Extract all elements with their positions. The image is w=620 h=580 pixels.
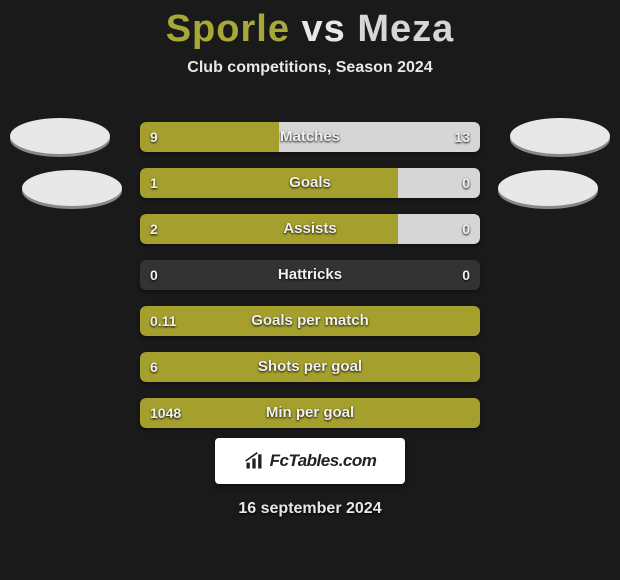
date-text: 16 september 2024 bbox=[0, 500, 620, 518]
stat-bar-left bbox=[140, 214, 398, 244]
stat-bar-left bbox=[140, 122, 279, 152]
player2-badge-1 bbox=[510, 118, 610, 154]
stat-row: 1048Min per goal bbox=[140, 398, 480, 428]
stat-bar-left bbox=[140, 352, 480, 382]
player2-name: Meza bbox=[357, 8, 454, 50]
vs-text: vs bbox=[302, 8, 346, 50]
page-title: Sporle vs Meza bbox=[0, 0, 620, 51]
stat-bar-right bbox=[279, 122, 480, 152]
stat-bar-right bbox=[398, 168, 480, 198]
player1-name: Sporle bbox=[166, 8, 290, 50]
stat-bar-left bbox=[140, 168, 398, 198]
logo-box: FcTables.com bbox=[215, 438, 405, 484]
stat-row: 10Goals bbox=[140, 168, 480, 198]
stat-row: 6Shots per goal bbox=[140, 352, 480, 382]
stat-bars-container: 913Matches 10Goals 20Assists 0 0Hattricks 0.1… bbox=[140, 122, 480, 444]
stat-row: 0.11Goals per match bbox=[140, 306, 480, 336]
stat-bar-left bbox=[140, 306, 480, 336]
stat-bar-left bbox=[140, 398, 480, 428]
stat-row: 20Assists bbox=[140, 214, 480, 244]
stat-value-right: 0 bbox=[452, 260, 480, 290]
player1-badge-2 bbox=[22, 170, 122, 206]
player2-badge-2 bbox=[498, 170, 598, 206]
player1-badge-1 bbox=[10, 118, 110, 154]
chart-icon bbox=[244, 451, 264, 471]
stat-row: 913Matches bbox=[140, 122, 480, 152]
stat-label: Hattricks bbox=[140, 260, 480, 290]
subtitle: Club competitions, Season 2024 bbox=[0, 59, 620, 77]
stat-row: 0 0Hattricks bbox=[140, 260, 480, 290]
stat-value-left: 0 bbox=[140, 260, 168, 290]
stat-bar-right bbox=[398, 214, 480, 244]
logo-text: FcTables.com bbox=[270, 451, 377, 471]
